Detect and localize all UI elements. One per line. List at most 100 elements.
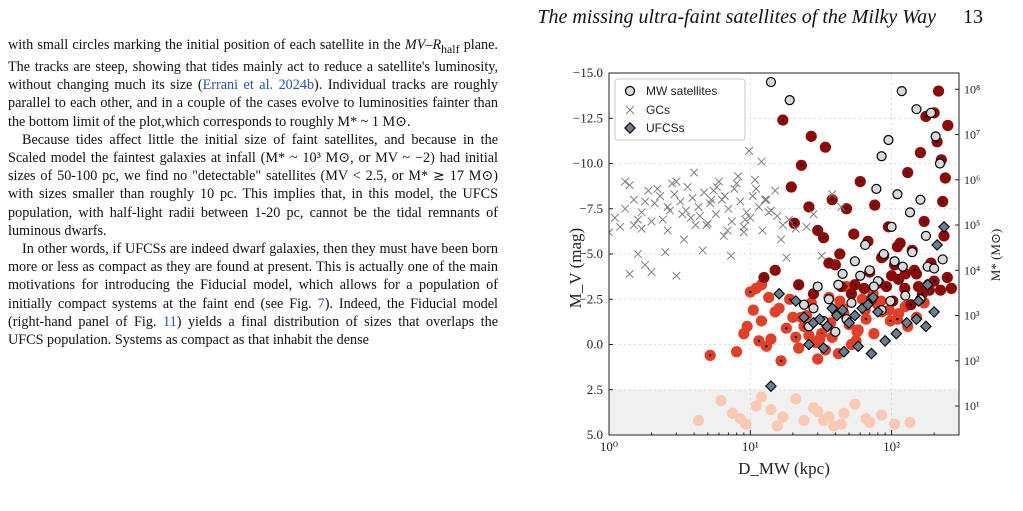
red-point [780, 322, 792, 334]
gc-marker [782, 253, 791, 262]
darkred-point [829, 259, 841, 271]
red-point [829, 304, 841, 316]
darkred-point-dot [940, 158, 943, 162]
mw-satellite-marker [830, 326, 841, 337]
mw-satellite-marker [885, 295, 896, 307]
red-point [816, 328, 828, 340]
red-point [884, 315, 896, 327]
red-point [867, 288, 879, 300]
figure-ref-11[interactable]: 11 [163, 313, 177, 330]
darkred-point-dot [845, 207, 848, 210]
gc-marker [655, 191, 665, 201]
ufcs-marker [826, 302, 839, 315]
y2-tick-label: 10² [964, 354, 980, 368]
red-point [798, 320, 810, 332]
darkred-point-dot [822, 236, 825, 239]
darkred-point [939, 172, 951, 184]
red-point-dot [757, 339, 761, 343]
mw-satellite-marker [872, 276, 883, 287]
red-point [843, 318, 855, 331]
ufcs-marker [900, 316, 913, 329]
running-header: The missing ultra-faint satellites of th… [537, 6, 983, 29]
gc-marker [683, 182, 692, 192]
gc-marker [703, 219, 712, 228]
red-point-dot [896, 317, 899, 321]
darkred-point [894, 237, 906, 249]
mw-satellite-marker [871, 183, 882, 194]
red-point [892, 308, 905, 320]
ufcs-marker [910, 313, 923, 326]
pale-point [715, 395, 727, 407]
mw-satellite-marker [907, 247, 918, 258]
gc-marker [688, 193, 697, 203]
darkred-point-dot [853, 283, 857, 286]
red-point [851, 326, 863, 338]
pale-point [838, 407, 850, 419]
gc-marker [709, 186, 718, 195]
gc-marker [758, 226, 767, 235]
gc-marker [647, 267, 656, 277]
red-point [738, 328, 750, 340]
darkred-point [899, 268, 911, 280]
red-point [790, 331, 802, 343]
mw-satellite-marker [915, 194, 926, 205]
gc-marker [653, 184, 662, 193]
red-point [845, 338, 858, 351]
red-point [800, 309, 813, 322]
red-point-dot [779, 359, 783, 362]
darkred-point [905, 299, 917, 311]
gc-marker [809, 210, 818, 219]
red-point-dot [889, 319, 892, 323]
pale-point [860, 413, 872, 425]
citation-link[interactable]: Errani et al. 2024b [202, 77, 315, 94]
darkred-point [938, 230, 950, 242]
ufcs-marker [865, 347, 878, 360]
gc-marker [802, 222, 811, 232]
y-tick-label: 5.0 [587, 427, 603, 442]
mw-satellite-marker [929, 263, 940, 274]
darkred-point [835, 280, 847, 293]
ufcs-marker [817, 342, 830, 355]
darkred-point [942, 119, 954, 132]
pale-point [817, 414, 830, 427]
darkred-point-dot [887, 225, 890, 229]
darkred-point [862, 235, 874, 247]
ufcs-marker [813, 313, 826, 326]
gc-marker [672, 271, 681, 280]
ufcs-marker [879, 334, 892, 347]
y-tick-label: −2.5 [579, 291, 603, 306]
darkred-point-dot [797, 283, 800, 286]
ufcs-marker [843, 316, 856, 329]
ufcs-marker [773, 287, 786, 300]
red-point-dot [708, 354, 712, 357]
red-point [760, 340, 772, 352]
red-point [731, 346, 743, 358]
gc-marker [620, 204, 630, 213]
red-point [838, 308, 850, 320]
ufcs-marker [871, 305, 884, 318]
y-tick-label: −10.0 [573, 156, 603, 171]
x-axis-label: D_MW (kpc) [738, 459, 830, 478]
darkred-point [923, 284, 935, 296]
y2-tick-label: 10⁴ [964, 263, 980, 277]
red-point [755, 279, 768, 291]
y2-tick-label: 10⁸ [964, 82, 980, 96]
red-point [836, 302, 849, 314]
mw-satellite-marker [765, 76, 777, 88]
y2-tick-label: 10⁶ [964, 173, 980, 187]
gc-marker [699, 188, 709, 197]
mw-satellite-marker [892, 189, 903, 200]
mw-satellite-marker [883, 134, 894, 146]
mw-satellite-marker [915, 294, 926, 305]
gc-marker [791, 224, 800, 233]
figure-ref-7[interactable]: 7 [317, 295, 325, 312]
p1-text-a: with small circles marking the initial p… [8, 37, 405, 53]
red-point-dot [794, 336, 798, 339]
red-point-dot [845, 285, 848, 288]
ufcs-marker [890, 327, 903, 340]
red-point [840, 280, 853, 293]
mw-satellite-marker [812, 281, 823, 292]
mw-satellite-marker [925, 107, 937, 118]
mw-satellite-marker [784, 95, 795, 106]
pale-point [864, 416, 876, 428]
